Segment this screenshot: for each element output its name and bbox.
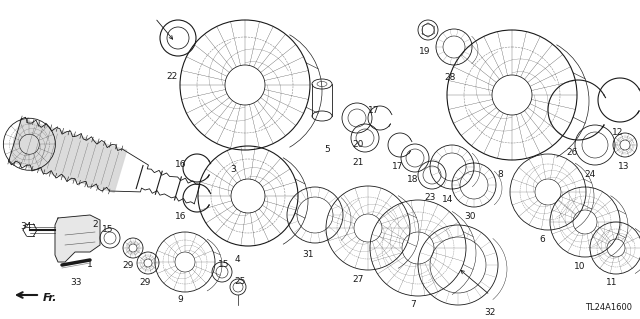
Text: 18: 18 bbox=[407, 175, 419, 184]
Text: 21: 21 bbox=[352, 158, 364, 167]
Text: 5: 5 bbox=[324, 145, 330, 154]
Text: 7: 7 bbox=[410, 300, 416, 309]
Text: 17: 17 bbox=[392, 162, 404, 171]
Text: Fr.: Fr. bbox=[43, 293, 58, 303]
Text: 28: 28 bbox=[444, 73, 456, 82]
Text: 30: 30 bbox=[464, 212, 476, 221]
Polygon shape bbox=[55, 215, 100, 262]
Text: 26: 26 bbox=[566, 148, 578, 157]
Text: 15: 15 bbox=[102, 225, 114, 234]
Text: 31: 31 bbox=[302, 250, 314, 259]
Text: 34: 34 bbox=[20, 222, 32, 231]
Text: 8: 8 bbox=[497, 170, 503, 179]
Text: 16: 16 bbox=[175, 212, 187, 221]
Text: 10: 10 bbox=[574, 262, 586, 271]
Text: 6: 6 bbox=[539, 235, 545, 244]
Text: 17: 17 bbox=[368, 106, 380, 115]
Text: 16: 16 bbox=[175, 160, 187, 169]
Text: 11: 11 bbox=[606, 278, 618, 287]
Text: 20: 20 bbox=[352, 140, 364, 149]
Text: 32: 32 bbox=[484, 308, 496, 317]
Text: 25: 25 bbox=[234, 277, 246, 286]
Text: 24: 24 bbox=[584, 170, 596, 179]
Text: 3: 3 bbox=[230, 165, 236, 174]
Text: TL24A1600: TL24A1600 bbox=[585, 303, 632, 312]
Text: 19: 19 bbox=[419, 47, 431, 56]
Text: 12: 12 bbox=[612, 128, 624, 137]
Text: 33: 33 bbox=[70, 278, 82, 287]
Text: 9: 9 bbox=[177, 295, 183, 304]
Text: 13: 13 bbox=[618, 162, 630, 171]
Text: 2: 2 bbox=[92, 220, 98, 229]
Text: 29: 29 bbox=[122, 261, 134, 270]
Text: 15: 15 bbox=[218, 260, 230, 269]
Text: 23: 23 bbox=[424, 193, 436, 202]
Text: 27: 27 bbox=[352, 275, 364, 284]
Text: 14: 14 bbox=[442, 195, 454, 204]
Text: 29: 29 bbox=[140, 278, 150, 287]
Text: 22: 22 bbox=[166, 72, 178, 81]
Text: 1: 1 bbox=[87, 260, 93, 269]
Text: 4: 4 bbox=[234, 255, 240, 264]
Polygon shape bbox=[9, 119, 127, 192]
